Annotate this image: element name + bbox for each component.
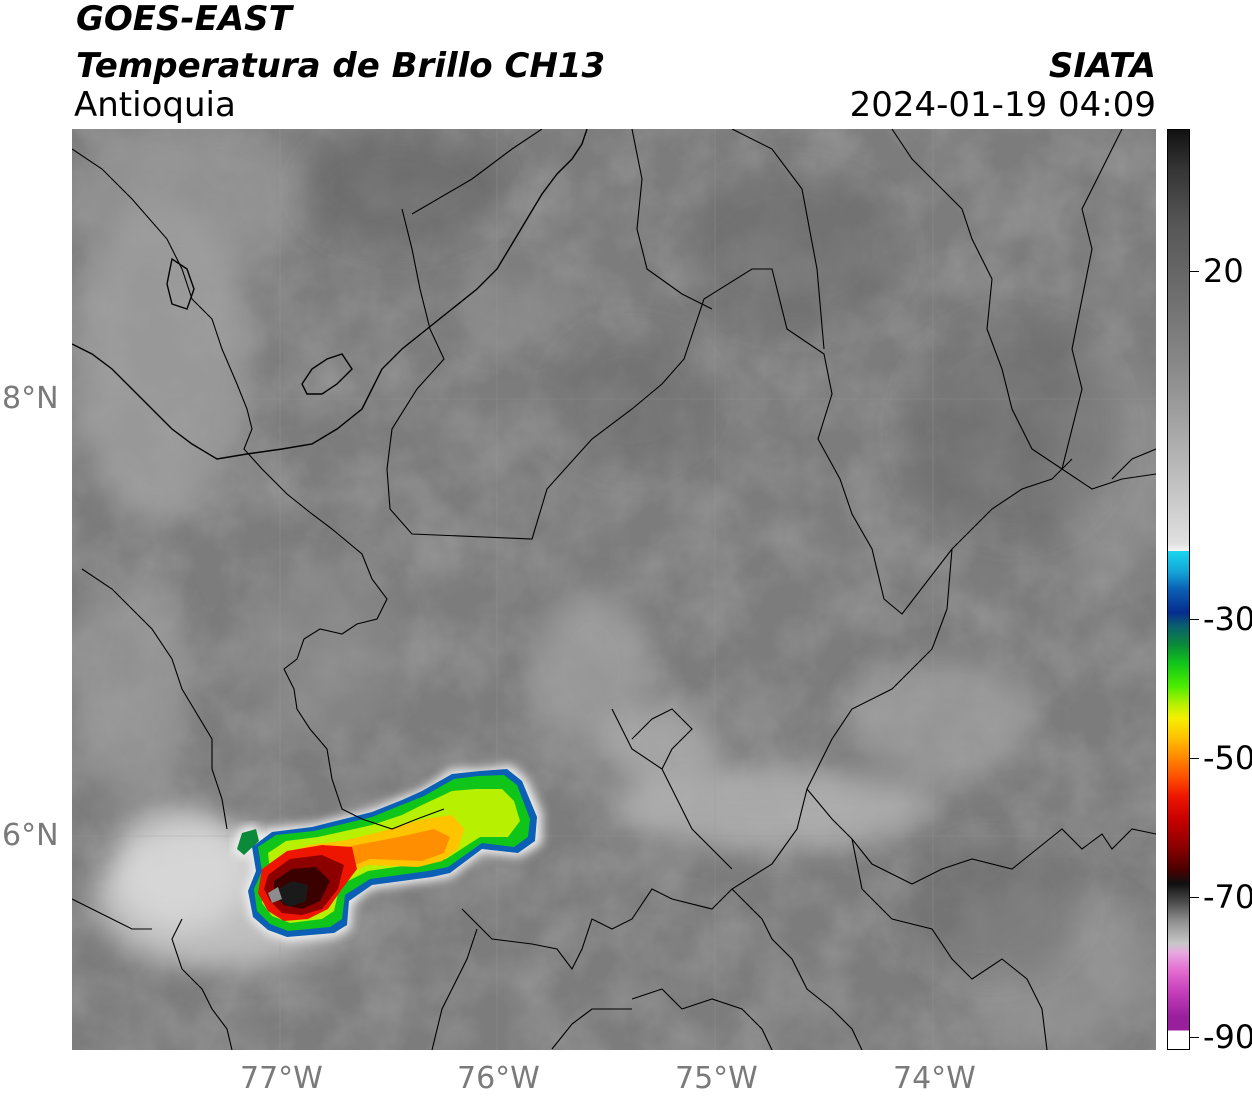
- department-borders: [72, 129, 1156, 1050]
- colorbar-tick-20: [1190, 271, 1199, 272]
- colorbar-tick-minus30: [1190, 619, 1199, 620]
- datetime-label: 2024-01-19 04:09: [849, 85, 1156, 125]
- colorbar-label-20: 20: [1203, 252, 1244, 290]
- dark-warm-areas: [302, 129, 1122, 979]
- lat-label-6n: 6°N: [2, 818, 59, 853]
- colorbar-tick-minus50: [1190, 758, 1199, 759]
- lon-label-75w: 75°W: [675, 1061, 758, 1096]
- coastline: [72, 129, 588, 460]
- colorbar-label-minus90: -90: [1203, 1018, 1252, 1056]
- colorbar-label-minus70: -70: [1203, 878, 1252, 916]
- colorbar-tick-minus70: [1190, 897, 1199, 898]
- product-title: Temperatura de Brillo CH13: [76, 46, 606, 86]
- region-label: Antioquia: [74, 85, 236, 125]
- map-svg: [72, 129, 1156, 1050]
- lon-label-74w: 74°W: [893, 1061, 976, 1096]
- lat-label-8n: 8°N: [2, 381, 59, 416]
- satellite-title: GOES-EAST: [76, 0, 292, 39]
- satellite-map[interactable]: [72, 129, 1156, 1050]
- colorbar-tick-minus90: [1190, 1037, 1199, 1038]
- colorbar-label-minus50: -50: [1203, 739, 1252, 777]
- colorbar-label-minus30: -30: [1203, 600, 1252, 638]
- convective-storm-cell: [232, 765, 542, 941]
- temperature-colorbar: [1167, 129, 1190, 1050]
- lon-label-77w: 77°W: [240, 1061, 323, 1096]
- lon-label-76w: 76°W: [457, 1061, 540, 1096]
- source-label: SIATA: [1048, 46, 1156, 86]
